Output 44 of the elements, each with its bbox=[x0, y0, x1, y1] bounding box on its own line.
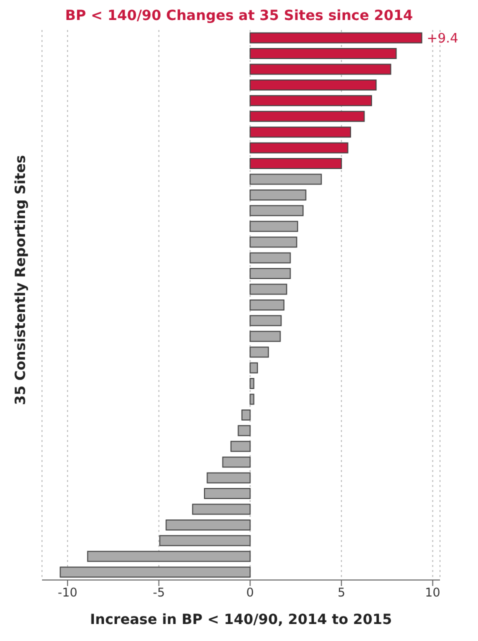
bar bbox=[250, 299, 284, 310]
x-tick-label: -10 bbox=[58, 586, 78, 600]
bar bbox=[250, 346, 269, 358]
bar bbox=[159, 535, 251, 546]
bar bbox=[222, 456, 251, 468]
bar bbox=[250, 252, 291, 264]
bar bbox=[250, 394, 254, 405]
bar bbox=[87, 550, 251, 562]
bar bbox=[241, 409, 251, 420]
x-tick-label: -5 bbox=[152, 586, 165, 600]
bar bbox=[250, 48, 397, 60]
bar bbox=[206, 472, 251, 484]
data-label: +9.4 bbox=[426, 31, 458, 46]
bar bbox=[250, 330, 281, 342]
bar bbox=[238, 425, 251, 436]
y-axis-title: 35 Consistently Reporting Sites bbox=[12, 155, 29, 405]
x-tick-label: 10 bbox=[425, 586, 440, 600]
bar bbox=[250, 110, 365, 122]
chart-title: BP < 140/90 Changes at 35 Sites since 2014 bbox=[64, 8, 414, 26]
bar bbox=[250, 174, 322, 185]
bar bbox=[166, 519, 251, 530]
bar bbox=[250, 362, 258, 374]
bar bbox=[250, 284, 288, 295]
bar bbox=[204, 488, 251, 500]
bar bbox=[230, 440, 251, 452]
bar bbox=[250, 315, 282, 326]
bar bbox=[250, 32, 422, 44]
bar bbox=[250, 189, 306, 200]
x-tick-label: 5 bbox=[338, 586, 346, 600]
bar bbox=[250, 220, 298, 232]
bar bbox=[250, 268, 291, 280]
bar bbox=[60, 566, 251, 578]
bar bbox=[250, 158, 342, 170]
bar bbox=[192, 504, 251, 515]
bar bbox=[250, 95, 372, 106]
bar bbox=[250, 142, 348, 154]
bar bbox=[250, 236, 298, 248]
bar bbox=[250, 378, 254, 390]
bar bbox=[250, 64, 392, 75]
x-axis-title: Increase in BP < 140/90, 2014 to 2015 bbox=[90, 612, 392, 628]
x-tick-label: 0 bbox=[246, 586, 254, 600]
bar bbox=[250, 205, 304, 216]
bar bbox=[250, 126, 352, 138]
bar bbox=[250, 79, 377, 90]
